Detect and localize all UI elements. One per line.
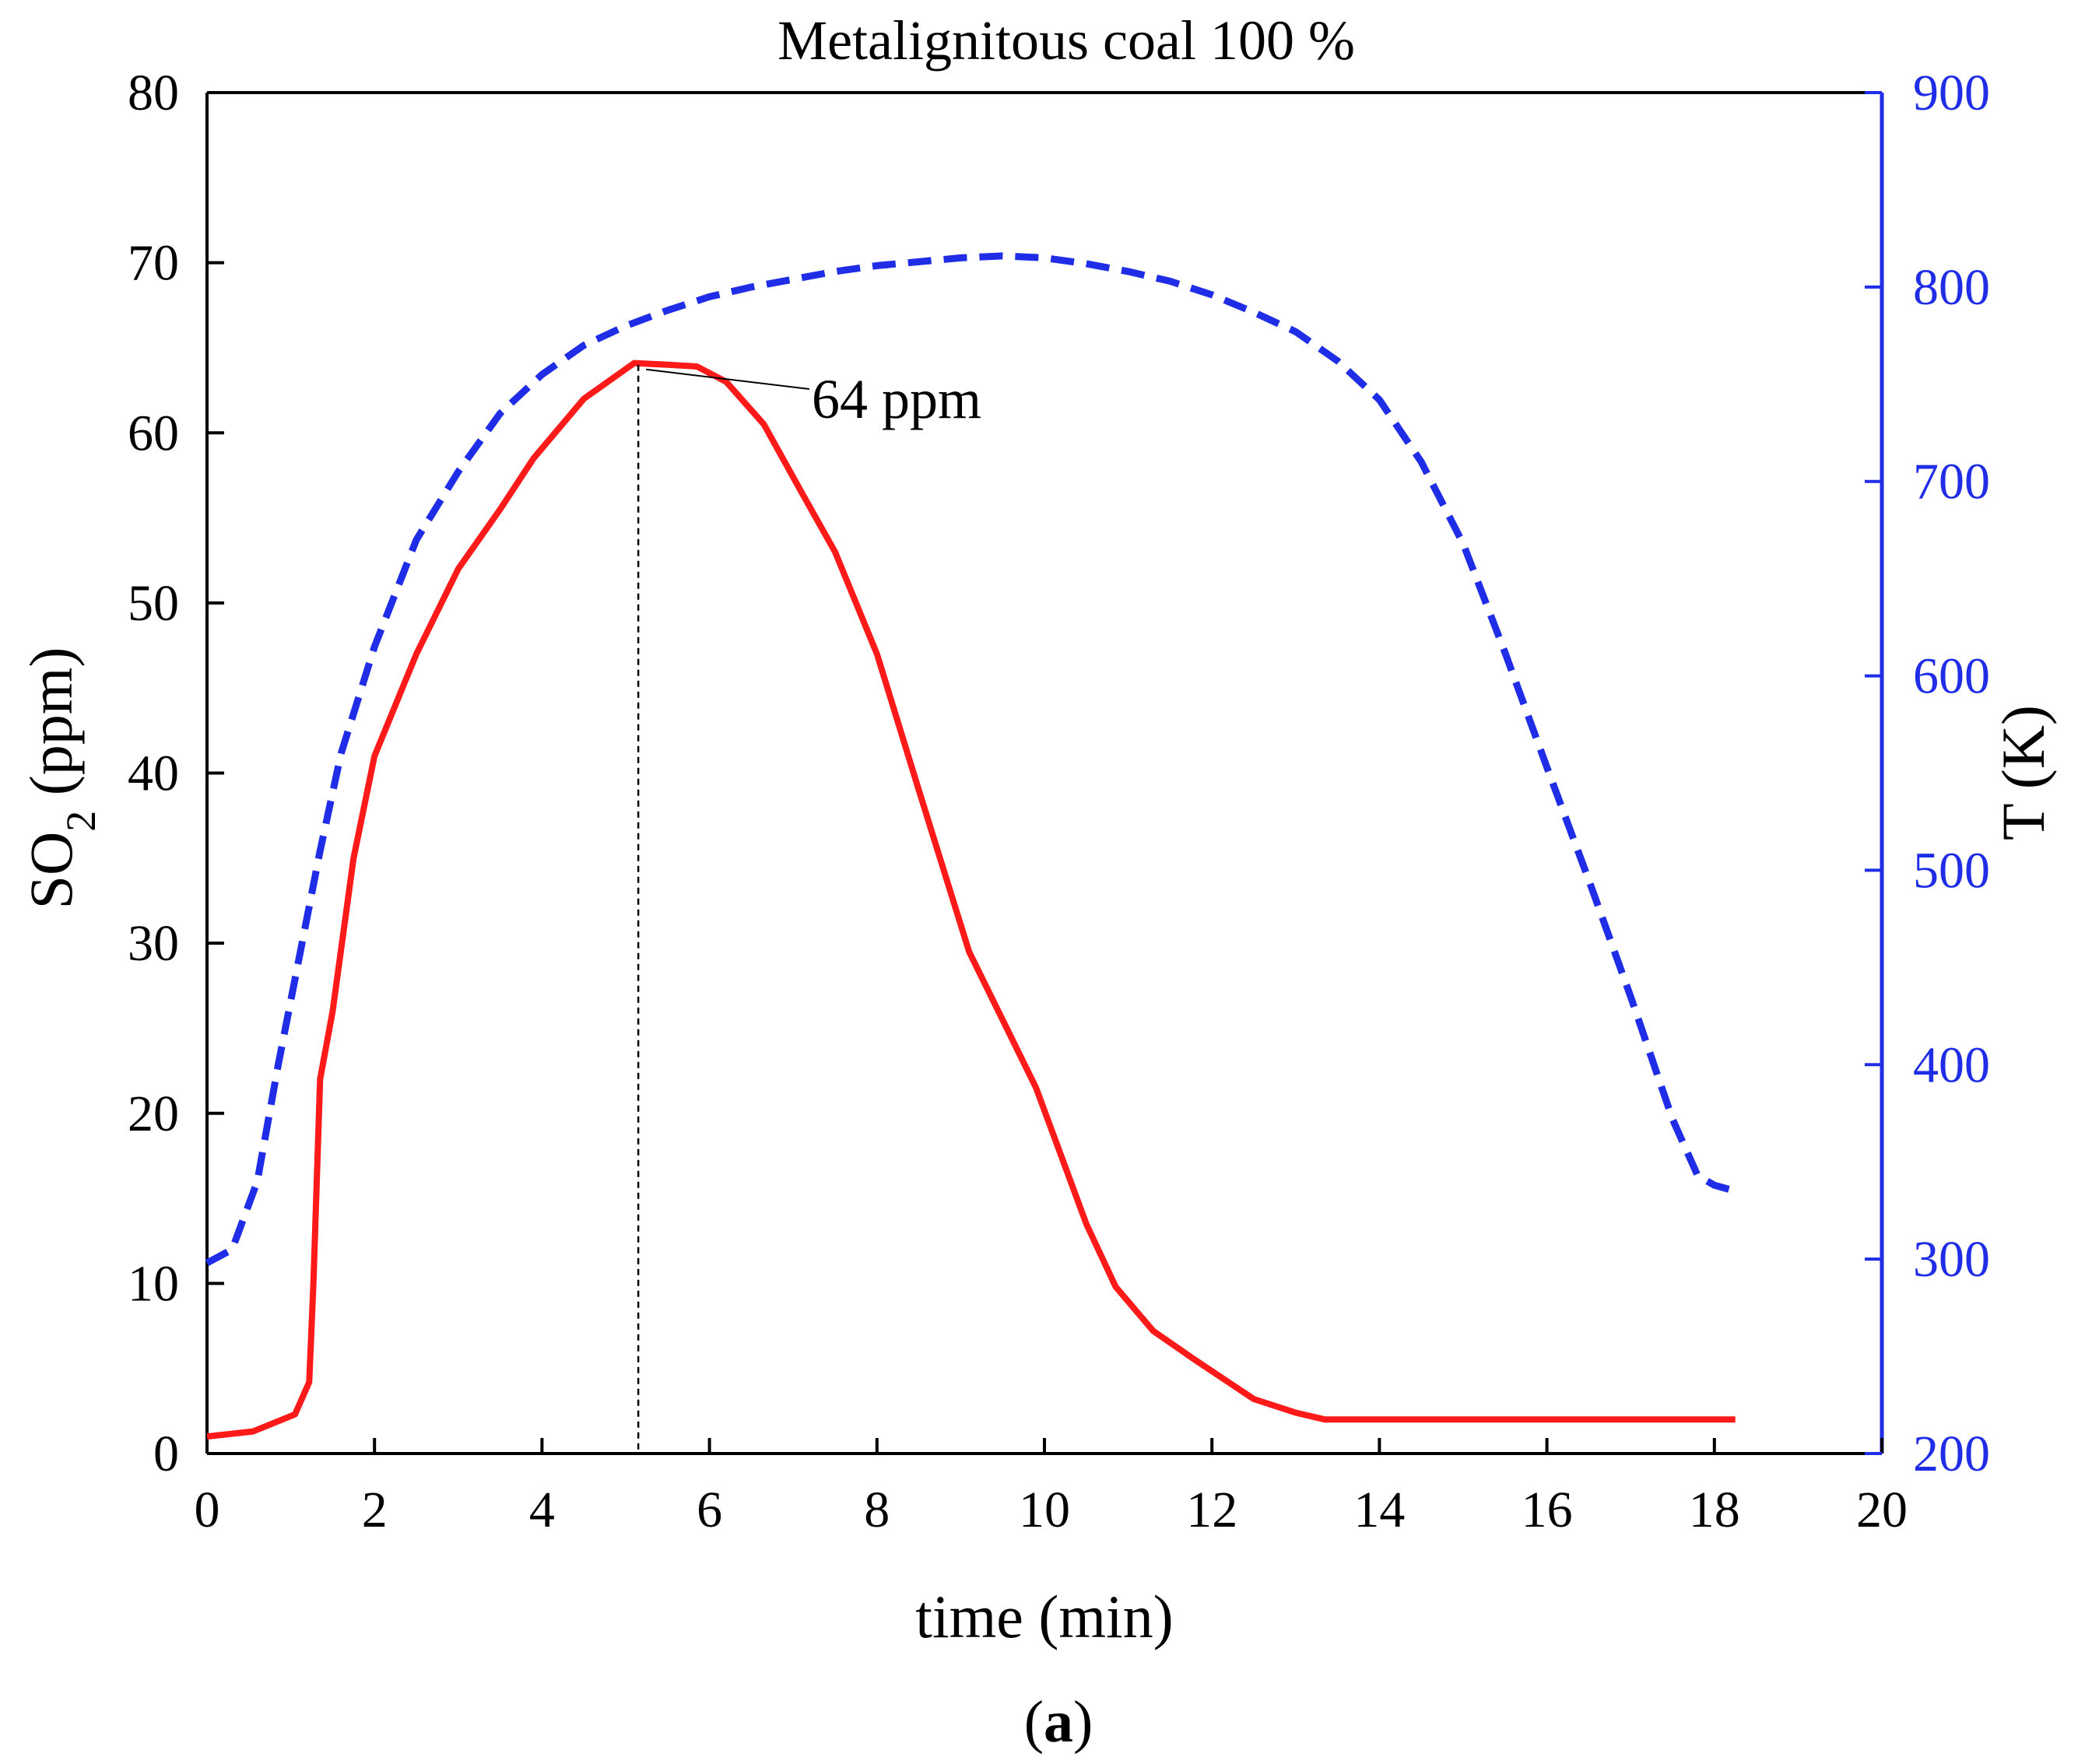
x-tick-label: 0 xyxy=(195,1482,220,1538)
right-y-tick-label: 800 xyxy=(1913,259,1990,316)
panel-label-letter: a xyxy=(1044,1689,1073,1755)
x-tick-label: 20 xyxy=(1856,1482,1908,1538)
peak-annotation-label: 64 ppm xyxy=(812,368,981,430)
left-y-axis-label-unit: (ppm) xyxy=(17,647,85,811)
x-tick-label: 12 xyxy=(1186,1482,1237,1538)
left-y-tick-label: 10 xyxy=(128,1255,179,1312)
right-y-tick-label: 400 xyxy=(1913,1036,1990,1093)
left-y-tick-label: 40 xyxy=(128,745,179,802)
left-y-tick-label: 50 xyxy=(128,575,179,632)
data-series xyxy=(205,252,1736,1440)
x-tick-label: 16 xyxy=(1522,1482,1573,1538)
x-tick-label: 8 xyxy=(864,1482,890,1538)
x-tick-label: 6 xyxy=(697,1482,722,1538)
x-tick-label: 14 xyxy=(1353,1482,1405,1538)
chart-title: Metalignitous coal 100 % xyxy=(777,9,1355,72)
series-line-so2 xyxy=(206,359,1736,1440)
x-tick-label: 2 xyxy=(362,1482,388,1538)
x-axis-label: time (min) xyxy=(915,1583,1173,1650)
panel-label-close: ) xyxy=(1073,1689,1093,1755)
panel-label: (a) xyxy=(1024,1689,1093,1755)
left-y-tick-label: 60 xyxy=(128,405,179,461)
left-y-tick-label: 70 xyxy=(128,235,179,292)
right-y-tick-label: 700 xyxy=(1913,454,1990,510)
left-y-tick-label: 20 xyxy=(128,1085,179,1142)
left-y-tick-label: 0 xyxy=(153,1426,179,1482)
right-y-tick-label: 600 xyxy=(1913,648,1990,705)
right-y-tick-label: 200 xyxy=(1913,1426,1990,1482)
left-y-axis-label-subscript: 2 xyxy=(58,811,104,832)
left-y-tick-label: 80 xyxy=(128,65,179,121)
series-line-t xyxy=(205,252,1736,1267)
x-tick-label: 4 xyxy=(529,1482,555,1538)
right-y-axis-label: T (K) xyxy=(1989,705,2057,840)
left-y-tick-label: 30 xyxy=(128,915,179,972)
right-y-tick-label: 500 xyxy=(1913,842,1990,899)
x-tick-label: 10 xyxy=(1019,1482,1070,1538)
annotation: 64 ppm xyxy=(637,364,981,1454)
axis-ticks: 0 2 4 6 8 10 12 14 16 18 2001020304050607080200300… xyxy=(128,65,1990,1538)
annotation-leader-line xyxy=(646,368,810,390)
right-y-tick-label: 300 xyxy=(1913,1231,1990,1288)
panel-label-open: ( xyxy=(1024,1689,1044,1755)
x-tick-label: 18 xyxy=(1689,1482,1740,1538)
left-y-axis-label-main: SO xyxy=(17,832,85,910)
left-y-axis-label: SO2 (ppm) xyxy=(17,647,104,910)
right-y-tick-label: 900 xyxy=(1913,65,1990,121)
